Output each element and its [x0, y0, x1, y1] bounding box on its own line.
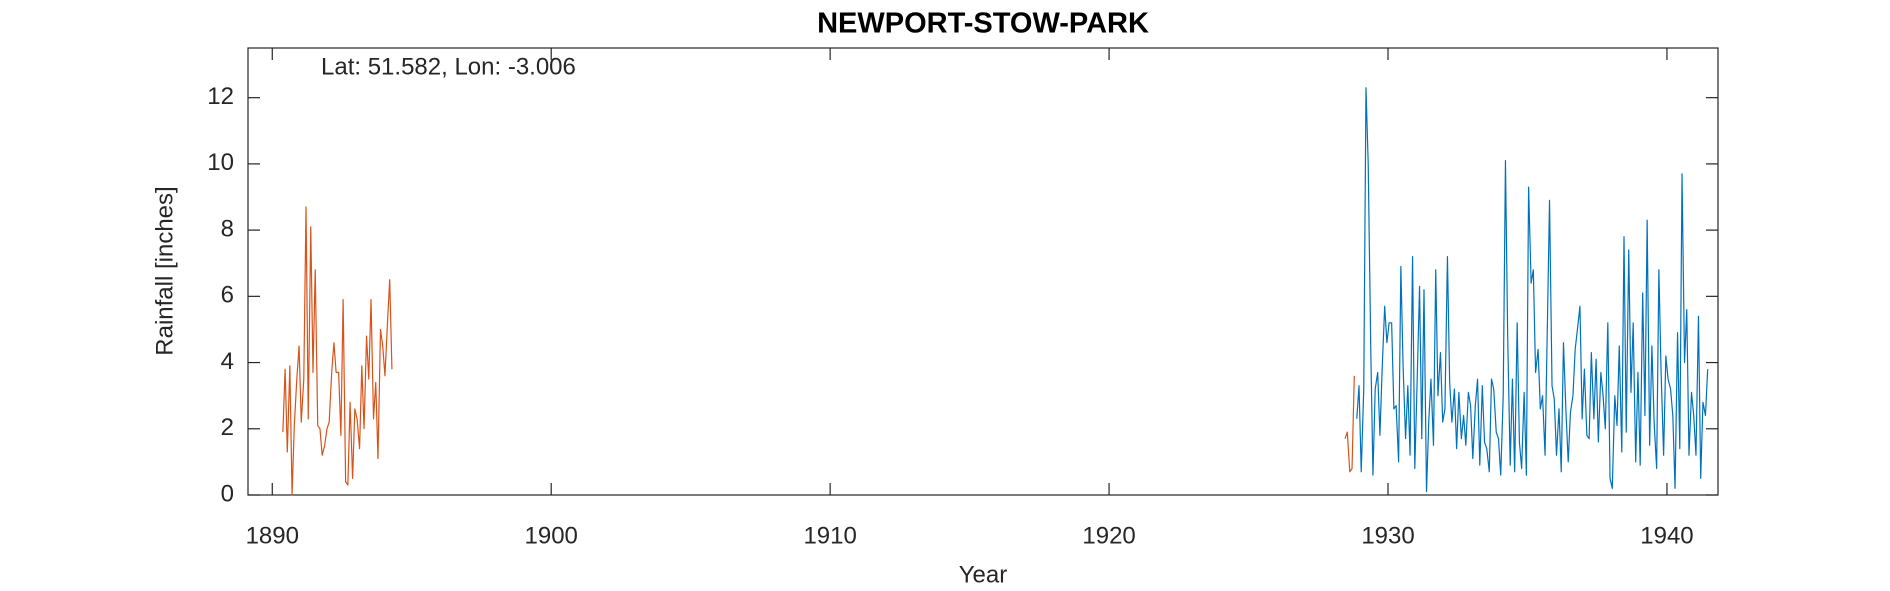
- data-line: [282, 206, 1355, 496]
- x-tick-label: 1920: [1082, 522, 1135, 549]
- x-tick-label: 1930: [1361, 522, 1414, 549]
- data-line: [1356, 87, 1709, 493]
- y-tick-label: 4: [221, 348, 234, 375]
- plot-area: [247, 47, 1719, 496]
- x-tick-label: 1940: [1640, 522, 1693, 549]
- annotation: Lat: 51.582, Lon: -3.006: [321, 53, 576, 80]
- y-tick-label: 10: [207, 149, 234, 176]
- y-tick-label: 2: [221, 414, 234, 441]
- chart-title: NEWPORT-STOW-PARK: [817, 8, 1149, 40]
- y-tick-label: 12: [207, 83, 234, 110]
- x-axis-label: Year: [959, 561, 1008, 588]
- y-axis-label: Rainfall [inches]: [151, 186, 178, 355]
- y-tick-label: 6: [221, 282, 234, 309]
- y-tick-label: 0: [221, 480, 234, 507]
- y-tick-label: 8: [221, 215, 234, 242]
- x-tick-label: 1910: [803, 522, 856, 549]
- x-tick-label: 1900: [525, 522, 578, 549]
- x-tick-label: 1890: [246, 522, 299, 549]
